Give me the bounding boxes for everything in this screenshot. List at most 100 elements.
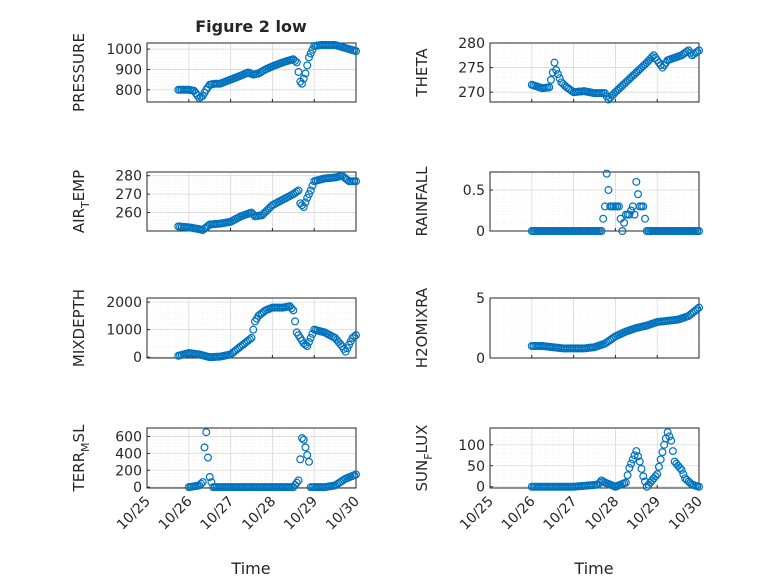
data-series [174, 302, 361, 362]
y-tick-label: 280 [115, 169, 142, 185]
x-tick-label: 10/27 [198, 494, 238, 534]
data-point [303, 193, 312, 202]
subplot-8: 0 50 100 10/25 10/26 10/27 10/28 10/29 10/30 SUNF… [413, 425, 706, 534]
data-point [599, 214, 608, 223]
subplot-3: 260 270 280 AIRTEMP [70, 169, 361, 235]
data-point [301, 443, 310, 452]
data-point [304, 457, 313, 466]
data-point [693, 47, 702, 56]
data-point [196, 479, 205, 488]
data-point [306, 333, 315, 342]
data-point [675, 463, 684, 472]
data-point [618, 227, 627, 236]
x-tick-label: 10/30 [323, 494, 363, 534]
figure-title: Figure 2 low [195, 17, 307, 36]
data-point [545, 83, 554, 92]
x-tick-label: 10/28 [239, 494, 279, 534]
data-point [654, 462, 663, 471]
data-point [694, 227, 703, 236]
data-point [245, 335, 254, 344]
subplot-4: 0 0.5 RAINFALL [413, 166, 703, 240]
y-tick-label: 260 [115, 206, 142, 222]
data-point [200, 443, 209, 452]
data-point [306, 49, 315, 58]
data-point [303, 61, 312, 70]
data-point [287, 304, 296, 313]
x-tick-label: 10/26 [156, 493, 196, 533]
data-point [637, 464, 646, 473]
x-tick-label: 10/30 [666, 494, 706, 534]
data-point [679, 470, 688, 479]
y-tick-label: 1000 [106, 323, 142, 339]
data-point [205, 473, 214, 482]
axes-box [146, 297, 357, 359]
data-point [665, 432, 674, 441]
y-tick-label: 400 [115, 446, 142, 462]
y-axis-label: THETA [413, 48, 431, 98]
data-series [527, 46, 703, 104]
data-point [651, 472, 660, 481]
y-axis-label: RAINFALL [413, 166, 431, 237]
x-tick-label: 10/25 [114, 494, 154, 534]
data-point [249, 325, 258, 334]
axes-box [146, 42, 357, 103]
y-tick-label: 270 [115, 187, 142, 203]
data-point [625, 210, 634, 219]
data-point [299, 74, 308, 83]
y-tick-label: 900 [115, 62, 142, 78]
data-point [630, 451, 639, 460]
data-point [304, 338, 313, 347]
data-point [658, 448, 667, 457]
y-tick-label: 0 [476, 224, 485, 240]
data-point [632, 177, 641, 186]
data-point [677, 465, 686, 474]
data-point [301, 198, 310, 207]
axes-box [146, 171, 357, 232]
subplot-1: 800 900 1000 PRESSURE [70, 33, 361, 112]
data-point [641, 214, 650, 223]
x-tick-label: 10/27 [541, 494, 581, 534]
x-tick-label: 10/28 [582, 494, 622, 534]
y-axis-label: SUNFLUX [413, 425, 435, 492]
data-point [620, 218, 629, 227]
y-tick-label: 0 [476, 480, 485, 496]
x-axis-label-left: Time [230, 559, 270, 578]
data-series [527, 428, 703, 491]
axes-box [489, 171, 700, 232]
y-tick-label: 200 [115, 463, 142, 479]
data-point [634, 190, 643, 199]
data-point [550, 58, 559, 67]
y-tick-label: 0 [133, 480, 142, 496]
data-point [632, 447, 641, 456]
data-point [291, 56, 300, 65]
data-point [350, 332, 359, 341]
subplot-6: 0 5 H2OMIXRA [413, 287, 703, 368]
data-point [602, 169, 611, 178]
data-point [299, 435, 308, 444]
data-point [352, 331, 361, 340]
y-tick-label: 1000 [106, 42, 142, 58]
data-point [663, 428, 672, 437]
data-point [614, 202, 623, 211]
y-tick-label: 5 [476, 291, 485, 307]
x-axis-label-right: Time [573, 559, 613, 578]
data-point [304, 53, 313, 62]
data-point [203, 453, 212, 462]
data-point [623, 471, 632, 480]
data-point [294, 186, 303, 195]
data-point [552, 66, 561, 75]
data-point [597, 227, 606, 236]
data-point [296, 455, 305, 464]
axes-box [489, 297, 700, 359]
x-tick-label: 10/29 [281, 494, 321, 534]
x-tick-label: 10/25 [457, 494, 497, 534]
data-point [198, 478, 207, 487]
data-point [299, 203, 308, 212]
axes-box [489, 42, 700, 103]
data-series [174, 41, 361, 102]
data-point [693, 305, 702, 314]
data-point [292, 187, 301, 196]
data-point [553, 70, 562, 79]
data-point [298, 434, 307, 443]
